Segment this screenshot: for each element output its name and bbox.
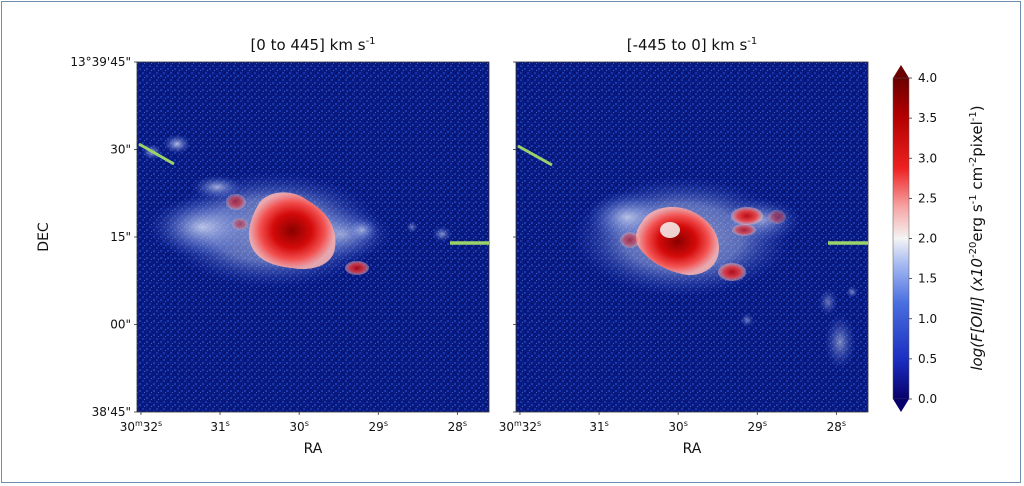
colorbar-tick-label: 0.5 bbox=[918, 352, 937, 366]
emission-core-b bbox=[635, 207, 720, 276]
colorbar-tick-label: 1.5 bbox=[918, 272, 937, 286]
colorbar-tick-label: 2.0 bbox=[918, 232, 937, 246]
x-tick-label: 30s bbox=[668, 419, 687, 434]
panel-b-title: [-445 to 0] km s-1 bbox=[627, 36, 758, 54]
colorbar: 4.0 3.5 3.0 2.5 2.0 1.5 1.0 0.5 0.0 log(F[OIII] … bbox=[892, 65, 986, 412]
x-axis-ticks-a: 30m32s 31s 30s 29s 28s bbox=[120, 412, 467, 434]
y-tick-label: 30" bbox=[110, 143, 131, 157]
x-tick-label: 28s bbox=[827, 419, 846, 434]
colorbar-tick-label: 0.0 bbox=[918, 392, 937, 406]
colorbar-ticks: 4.0 3.5 3.0 2.5 2.0 1.5 1.0 0.5 0.0 bbox=[909, 71, 937, 406]
panel-positive-velocity: [0 to 445] km s-1 13°39'45" 30" 15" 00" 38'4… bbox=[36, 36, 490, 457]
colorbar-tick-label: 3.5 bbox=[918, 111, 937, 125]
colorbar-bottom-arrow bbox=[893, 399, 909, 412]
slit-line-left-a bbox=[138, 142, 175, 166]
y-tick-label: 00" bbox=[110, 318, 131, 332]
colorbar-label: log(F[OIII] (x10-20erg s-1 cm-2pixel-1) bbox=[968, 105, 986, 370]
colorbar-gradient bbox=[892, 77, 910, 400]
x-axis-label-b: RA bbox=[683, 441, 702, 457]
colorbar-tick-label: 3.0 bbox=[918, 151, 937, 165]
colorbar-tick-label: 4.0 bbox=[918, 71, 937, 85]
x-tick-label: 29s bbox=[748, 419, 767, 434]
x-tick-label: 31s bbox=[589, 419, 608, 434]
y-tick-label: 15" bbox=[110, 230, 131, 244]
x-tick-label: 30m32s bbox=[499, 419, 542, 434]
y-axis-ticks-b bbox=[513, 61, 516, 413]
x-tick-label: 29s bbox=[369, 419, 388, 434]
x-tick-label: 28s bbox=[448, 419, 467, 434]
y-axis-label: DEC bbox=[36, 222, 52, 252]
x-tick-label: 30s bbox=[289, 419, 308, 434]
y-tick-label: 38'45" bbox=[92, 405, 131, 419]
colorbar-tick-label: 1.0 bbox=[918, 312, 937, 326]
panel-negative-velocity: [-445 to 0] km s-1 30m32s 31s 30s 29s 28s RA bbox=[499, 36, 869, 457]
panel-a-image bbox=[137, 62, 489, 412]
y-tick-label: 13°39'45" bbox=[70, 55, 131, 69]
panel-a-title: [0 to 445] km s-1 bbox=[250, 36, 375, 54]
colorbar-top-arrow bbox=[893, 65, 909, 78]
emission-core-a bbox=[249, 192, 336, 270]
x-axis-ticks-b: 30m32s 31s 30s 29s 28s bbox=[499, 412, 846, 434]
slit-line-left-b bbox=[517, 144, 553, 167]
panel-b-image bbox=[516, 62, 868, 412]
x-tick-label: 30m32s bbox=[120, 419, 163, 434]
x-axis-label-a: RA bbox=[304, 441, 323, 457]
y-axis-ticks: 13°39'45" 30" 15" 00" 38'45" bbox=[70, 55, 137, 419]
colorbar-tick-label: 2.5 bbox=[918, 191, 937, 205]
x-tick-label: 31s bbox=[210, 419, 229, 434]
